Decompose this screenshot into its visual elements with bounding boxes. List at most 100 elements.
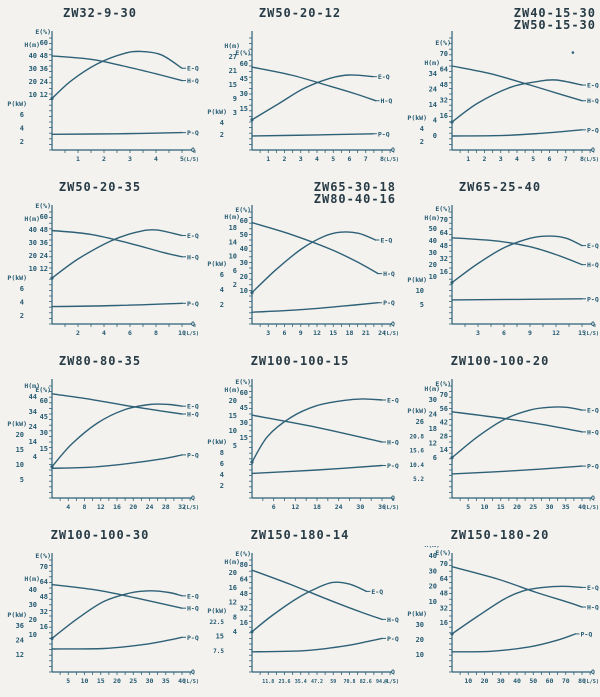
x-tick-label: 24 — [378, 329, 386, 337]
curve-label: H-Q — [187, 253, 199, 261]
x-tick-label: 40 — [513, 677, 521, 685]
y-axis-label: H(m) — [424, 59, 440, 67]
y-tick-label: 10 — [29, 631, 37, 639]
y-tick-label: 20.8 — [410, 433, 425, 440]
x-axis-unit: (L/S) — [183, 157, 199, 163]
y-axis — [449, 205, 453, 325]
chart-title-line: ZW100-100-30 — [50, 528, 150, 542]
curve-eq: E-Q — [50, 50, 199, 101]
y-tick-label: 60 — [40, 397, 48, 405]
x-tick-label: 6 — [502, 329, 506, 337]
x-axis-unit: (L/S) — [183, 505, 199, 511]
y-tick-label: 30 — [40, 429, 48, 437]
chart-title-line: ZW50-20-12 — [258, 6, 342, 20]
y-column-hm: H(m) 18 14 10 6 2 — [224, 213, 240, 289]
y-axis-label: P(kW) — [407, 407, 427, 415]
x-axis-unit: (L/S) — [383, 505, 399, 511]
curve-label: P-Q — [587, 463, 599, 471]
curve-path — [251, 464, 383, 475]
y-tick-label: 4 — [20, 125, 24, 133]
x-tick-label: 6 — [348, 155, 352, 163]
pump-chart-cell: ZW32-9-30 1 2 3 4 5 Q (L/S) E(%) 60 48 36 24 12 H(m) 40… — [0, 0, 200, 174]
y-tick-label: 0 — [433, 132, 437, 140]
y-tick-label: 36 — [16, 622, 24, 630]
curve-path — [451, 585, 583, 635]
curve-hq: H-Q — [451, 411, 599, 436]
y-tick-label: 32 — [440, 97, 448, 105]
y-axis-label: P(kW) — [207, 607, 227, 615]
x-tick-label: 20 — [481, 677, 489, 685]
y-tick-label: 10 — [16, 461, 24, 469]
x-tick-label: 5 — [331, 155, 335, 163]
y-axis — [449, 31, 453, 151]
y-column-pkw: P(kW) 36 24 12 — [7, 611, 27, 659]
y-tick-label: 4 — [220, 119, 224, 127]
curve-label: H-Q — [387, 439, 399, 447]
y-tick-label: 80 — [240, 561, 248, 569]
y-tick-label: 22.5 — [210, 619, 225, 626]
x-tick-label: 30 — [546, 503, 554, 511]
curve-eq: E-Q — [250, 231, 393, 295]
x-tick-label: 35 — [162, 677, 170, 685]
y-tick-label: 60 — [240, 217, 248, 225]
y-axis — [49, 553, 53, 673]
x-axis-name: Q — [191, 320, 195, 328]
y-column-hm: H(m) 40 30 20 10 — [24, 215, 40, 273]
x-tick-label: 2 — [483, 155, 487, 163]
x-tick-label: 8 — [83, 503, 87, 511]
y-column-pkw: P(kW) 26 20.8 15.6 10.4 5.2 — [407, 407, 427, 483]
y-tick-label: 2 — [20, 312, 24, 320]
y-tick-label: 12 — [40, 91, 48, 99]
curve-path — [451, 235, 583, 284]
y-tick-label: 50 — [429, 225, 437, 233]
y-tick-label: 26 — [416, 418, 424, 426]
y-tick-label: 20 — [229, 397, 237, 405]
y-tick-label: 64 — [440, 66, 448, 74]
curve-path — [251, 581, 368, 633]
y-tick-label: 24 — [29, 423, 37, 431]
x-axis-unit: (L/S) — [183, 679, 199, 685]
x-tick-label: 21 — [362, 329, 370, 337]
y-tick-label: 30 — [416, 621, 424, 629]
y-tick-label: 60 — [40, 213, 48, 221]
curve-path — [451, 633, 577, 653]
y-axis-label: E(%) — [435, 380, 451, 388]
y-tick-label: 30 — [429, 396, 437, 404]
y-column-pkw: P(kW) 30 20 10 — [407, 610, 427, 659]
pump-chart-cell: ZW100-100-20 5 10 15 20 25 30 35 40 Q (L/S) E(%) 70 5… — [400, 348, 600, 522]
curve-label: E-Q — [381, 237, 393, 245]
y-tick-label: 4 — [220, 286, 224, 294]
y-tick-label: 30 — [240, 419, 248, 427]
x-axis-name: Q — [191, 146, 195, 154]
y-column-e: E(%) 70 64 48 32 16 — [435, 39, 451, 120]
x-tick-label: 12 — [552, 329, 560, 337]
y-column-e: E(%) 80 64 48 32 16 — [235, 550, 251, 627]
chart-title: ZW100-100-20 — [400, 355, 600, 367]
x-tick-label: 3 — [128, 155, 132, 163]
x-tick-label: 12 — [313, 329, 321, 337]
x-tick-label: 30 — [146, 677, 154, 685]
x-tick-label: 10 — [481, 503, 489, 511]
y-tick-label: 6 — [220, 460, 224, 468]
x-tick-label: 8 — [580, 155, 584, 163]
y-tick-label: 6 — [20, 285, 24, 293]
y-axis-label: E(%) — [35, 202, 51, 210]
curve-label: H-Q — [187, 605, 199, 613]
x-tick-label: 82.6 — [360, 679, 372, 685]
x-tick-label: 8 — [154, 329, 158, 337]
curve-path — [251, 637, 383, 653]
curve-path — [251, 302, 379, 313]
y-tick-label: 14 — [229, 238, 237, 246]
y-axis-label: H(m) — [24, 382, 40, 390]
chart-title-line: ZW32-9-30 — [62, 6, 138, 20]
x-axis: 5 10 15 20 25 30 35 40 Q (L/S) — [452, 494, 599, 511]
y-tick-label: 4 — [33, 453, 37, 461]
y-tick-label: 10.4 — [410, 462, 425, 469]
y-column-hm: H(m) 40 30 20 10 — [24, 41, 40, 99]
x-axis-unit: (L/S) — [383, 157, 399, 163]
y-tick-label: 20 — [29, 616, 37, 624]
x-axis-name: Q — [591, 494, 595, 502]
x-tick-label: 3 — [299, 155, 303, 163]
y-tick-label: 9 — [233, 95, 237, 103]
